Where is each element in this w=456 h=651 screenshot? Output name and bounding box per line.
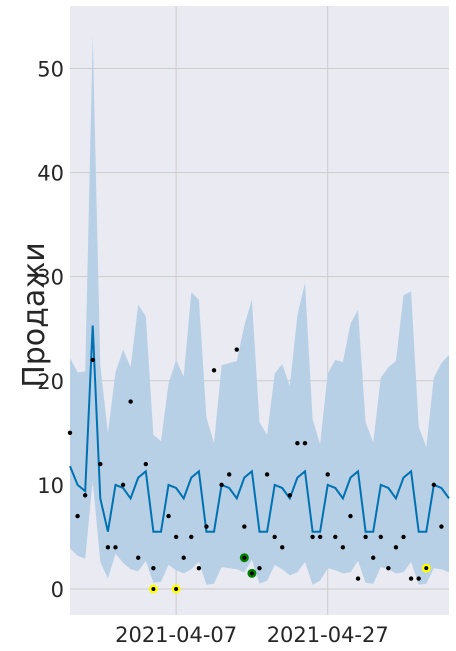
observed-point [264,472,270,477]
observed-point [295,441,300,446]
y-tick-label: 10 [37,474,64,498]
y-tick-label: 50 [37,57,64,81]
observed-point [98,461,103,467]
observed-point [189,534,194,540]
observed-point [113,545,118,550]
low-anomaly-point [148,584,158,594]
observed-point [67,430,73,436]
observed-point [363,534,368,540]
low-anomaly-point [421,563,431,573]
observed-point [196,565,202,571]
observed-point [226,472,232,477]
observed-point [272,534,277,540]
observed-point [242,524,247,529]
x-tick-label: 2021-04-07 [115,623,237,647]
observed-point [75,513,80,519]
y-axis-title: Продажи [17,242,52,388]
observed-point [401,534,406,540]
observed-point [234,347,239,352]
y-tick-label: 0 [51,578,64,602]
y-axis-ticks: 0 10 20 30 40 50 [37,57,64,602]
uncertainty-interval-band [70,36,449,585]
observed-point [439,524,444,529]
observed-point [378,534,383,540]
observed-point [355,576,361,581]
observed-point [181,555,186,560]
high-anomaly-point [239,553,249,563]
observed-point [211,368,217,373]
observed-point [257,565,262,571]
observed-point [143,461,148,467]
y-tick-label: 20 [37,370,64,394]
observed-point [431,482,437,488]
observed-point [416,576,421,581]
observed-points [67,347,444,581]
x-tick-label: 2021-04-27 [267,623,389,647]
observed-point [371,555,376,560]
observed-point [166,513,171,519]
observed-point [90,357,95,363]
x-axis-ticks: 2021-04-07 2021-04-27 [115,623,389,647]
y-tick-label: 40 [37,162,64,186]
observed-point [302,441,308,446]
observed-point [386,565,391,571]
observed-point [82,493,88,498]
low-anomaly-point [171,584,181,594]
forecast-line [69,325,450,533]
observed-point [151,565,156,571]
observed-point [408,576,414,581]
observed-point [105,545,111,550]
observed-point [393,545,399,550]
anomaly-points [148,553,431,594]
observed-point [173,534,179,540]
y-tick-label: 30 [37,266,64,290]
observed-point [340,545,346,550]
observed-point [204,524,209,529]
observed-point [317,534,323,540]
observed-point [219,482,224,488]
observed-point [120,482,126,488]
observed-point [280,545,285,550]
observed-point [325,472,330,477]
observed-point [136,555,141,560]
observed-point [348,513,353,519]
observed-point [310,534,315,540]
observed-point [287,493,293,498]
observed-point [333,534,338,540]
observed-point [128,399,133,404]
high-anomaly-point [247,568,257,578]
